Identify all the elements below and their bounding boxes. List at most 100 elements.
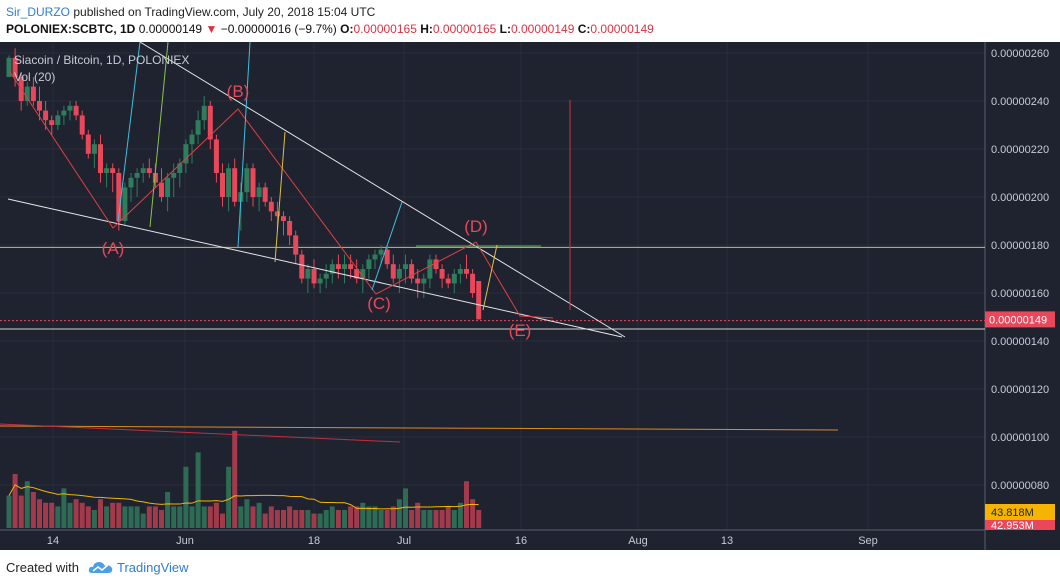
candle-body bbox=[329, 264, 335, 274]
x-tick-label: 16 bbox=[515, 535, 527, 547]
volume-bar bbox=[152, 506, 158, 528]
y-tick-label: 0.00000100 bbox=[991, 432, 1049, 444]
candle-body bbox=[159, 182, 164, 197]
wave-label: (B) bbox=[227, 82, 250, 101]
volume-bar bbox=[98, 499, 103, 528]
y-tick-label: 0.00000080 bbox=[991, 480, 1049, 492]
tradingview-link[interactable]: TradingView bbox=[117, 560, 189, 575]
x-tick-label: 13 bbox=[721, 535, 733, 547]
volume-bar bbox=[183, 466, 189, 528]
x-tick-label: Jul bbox=[397, 535, 411, 547]
volume-bar bbox=[335, 510, 341, 528]
wave-label: (E) bbox=[509, 321, 532, 340]
volume-bar bbox=[250, 506, 256, 528]
candle-body bbox=[171, 173, 177, 178]
volume-bar bbox=[207, 506, 213, 528]
candle-body bbox=[177, 163, 183, 173]
volume-bar bbox=[403, 488, 408, 528]
candle-body bbox=[244, 168, 250, 193]
volume-bar bbox=[177, 506, 183, 528]
y-tick-label: 0.00000220 bbox=[991, 144, 1049, 156]
volume-bar bbox=[396, 499, 402, 528]
y-tick-label: 0.00000120 bbox=[991, 384, 1049, 396]
volume-bar bbox=[30, 492, 36, 528]
candle-body bbox=[293, 235, 299, 255]
y-tick-label: 0.00000260 bbox=[991, 48, 1049, 60]
candle-body bbox=[372, 254, 378, 260]
candle-body bbox=[207, 105, 213, 140]
candle-body bbox=[79, 115, 85, 135]
candle-body bbox=[415, 278, 421, 284]
volume-bar bbox=[329, 506, 335, 528]
x-tick-label: 14 bbox=[47, 535, 59, 547]
volume-bar bbox=[323, 510, 329, 528]
swing-line-green bbox=[149, 42, 169, 228]
y-tick-label: 0.00000200 bbox=[991, 192, 1049, 204]
publish-info: published on TradingView.com, July 20, 2… bbox=[70, 5, 376, 19]
candle-body bbox=[226, 168, 232, 197]
candle-body bbox=[396, 269, 402, 279]
candle-body bbox=[317, 278, 323, 284]
volume-ma-line bbox=[8, 484, 479, 510]
candle-body bbox=[360, 269, 366, 279]
volume-bar bbox=[201, 506, 207, 528]
candle-body bbox=[348, 264, 354, 269]
volume-bar bbox=[128, 506, 134, 528]
candle-body bbox=[299, 254, 305, 279]
volume-bar bbox=[274, 510, 280, 528]
volume-bar bbox=[73, 499, 79, 528]
candle-body bbox=[476, 281, 482, 320]
author-link[interactable]: Sir_DURZO bbox=[6, 5, 71, 19]
x-tick-label: 18 bbox=[308, 535, 320, 547]
volume-bar bbox=[244, 499, 250, 528]
wedge-lower-line bbox=[7, 198, 623, 338]
candle-body bbox=[445, 278, 451, 284]
wave-label: (C) bbox=[367, 294, 391, 313]
candle-body bbox=[49, 120, 55, 125]
candle-body bbox=[403, 264, 408, 269]
volume-tag-text: 43.818M bbox=[991, 507, 1034, 519]
wave-label: (A) bbox=[102, 239, 125, 258]
volume-bar bbox=[415, 502, 421, 528]
volume-bar bbox=[281, 510, 286, 528]
volume-bar bbox=[12, 474, 18, 528]
candle-body bbox=[464, 269, 469, 274]
y-tick-label: 0.00000180 bbox=[991, 240, 1049, 252]
volume-bar bbox=[360, 502, 366, 528]
volume-bar bbox=[299, 510, 305, 528]
chart-area[interactable]: 0.00000260 0.00000240 0.00000220 0.00000200… bbox=[0, 42, 1060, 550]
volume-bar bbox=[104, 506, 110, 528]
candle-body bbox=[323, 273, 329, 279]
candle-body bbox=[274, 211, 280, 217]
created-with-label: Created with bbox=[6, 560, 79, 575]
volume-bar bbox=[195, 452, 201, 528]
volume-bar bbox=[421, 510, 427, 528]
volume-bar bbox=[305, 510, 311, 528]
candle-body bbox=[183, 144, 189, 164]
candle-body bbox=[335, 264, 341, 269]
open-value: 0.00000165 bbox=[353, 22, 417, 36]
volume-bar bbox=[439, 510, 445, 528]
volume-bar bbox=[293, 510, 299, 528]
volume-tag bbox=[985, 504, 1055, 520]
candle-body bbox=[220, 173, 225, 197]
candle-body bbox=[427, 259, 433, 279]
volume-bar bbox=[165, 492, 171, 528]
candle-body bbox=[146, 168, 152, 173]
candle-body bbox=[30, 86, 36, 101]
candle-body bbox=[91, 144, 97, 154]
price-chart[interactable]: 0.00000260 0.00000240 0.00000220 0.00000200… bbox=[0, 42, 1060, 550]
high-label: H: bbox=[420, 22, 433, 36]
volume-bar bbox=[372, 506, 378, 528]
candle-body bbox=[6, 57, 12, 77]
volume-bar bbox=[390, 506, 396, 528]
symbol-label: POLONIEX:SCBTC, 1D bbox=[6, 22, 136, 36]
y-tick-label: 0.00000140 bbox=[991, 336, 1049, 348]
swing-line-yellow bbox=[482, 244, 498, 311]
candle-body bbox=[67, 105, 73, 111]
volume-bar bbox=[171, 506, 177, 528]
candle-body bbox=[384, 249, 390, 265]
candle-body bbox=[439, 269, 445, 279]
swing-line-cyan bbox=[237, 42, 251, 248]
volume-bar bbox=[238, 506, 244, 528]
